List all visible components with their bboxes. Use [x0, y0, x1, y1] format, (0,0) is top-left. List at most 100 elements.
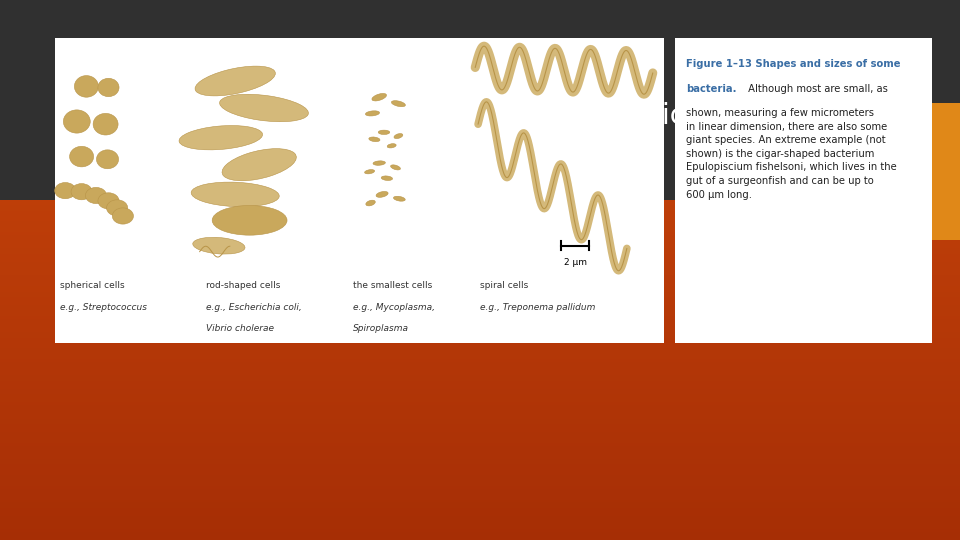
Ellipse shape — [376, 192, 388, 197]
Bar — [0, 240, 960, 243]
Bar — [0, 516, 960, 518]
Bar — [0, 400, 960, 402]
Bar — [0, 310, 960, 313]
Bar — [0, 364, 960, 367]
Bar — [0, 386, 960, 389]
Bar — [0, 221, 960, 224]
Bar — [0, 343, 960, 346]
Bar — [0, 418, 960, 421]
Bar — [675, 38, 932, 343]
Bar — [0, 521, 960, 524]
Bar — [0, 429, 960, 432]
Bar — [0, 105, 960, 108]
Bar — [0, 38, 960, 40]
Bar — [0, 59, 960, 62]
Ellipse shape — [74, 76, 98, 97]
Bar — [0, 5, 960, 8]
Bar — [0, 286, 960, 289]
Text: e.g., Escherichia coli,: e.g., Escherichia coli, — [206, 303, 302, 313]
Bar — [0, 70, 960, 73]
Bar — [0, 132, 960, 135]
Bar — [0, 413, 960, 416]
Ellipse shape — [381, 176, 393, 180]
Bar — [0, 165, 960, 167]
Bar — [0, 302, 960, 305]
Bar — [0, 278, 960, 281]
Bar — [0, 194, 960, 197]
Bar — [0, 389, 960, 392]
Bar — [0, 256, 960, 259]
Bar — [0, 124, 960, 127]
Bar — [0, 202, 960, 205]
Bar — [0, 254, 960, 256]
Bar — [0, 483, 960, 486]
Bar — [0, 319, 960, 321]
Text: rod-shaped cells: rod-shaped cells — [206, 281, 280, 290]
Bar — [0, 443, 960, 445]
Bar — [0, 486, 960, 489]
Bar — [0, 491, 960, 494]
Bar — [0, 324, 960, 327]
Bar — [55, 38, 664, 343]
Ellipse shape — [71, 184, 92, 200]
Ellipse shape — [212, 205, 287, 235]
Bar — [0, 243, 960, 246]
Ellipse shape — [85, 187, 107, 204]
Bar — [0, 300, 960, 302]
Bar — [0, 297, 960, 300]
Bar — [0, 494, 960, 497]
Bar — [0, 205, 960, 208]
Bar — [0, 62, 960, 65]
Bar — [0, 383, 960, 386]
Bar — [0, 462, 960, 464]
Bar — [0, 392, 960, 394]
Bar — [0, 416, 960, 418]
Bar — [0, 159, 960, 162]
Bar — [0, 265, 960, 267]
Bar — [0, 189, 960, 192]
Bar — [0, 505, 960, 508]
Bar — [0, 219, 960, 221]
Text: the smallest cells: the smallest cells — [353, 281, 433, 290]
Bar — [0, 157, 960, 159]
Bar — [0, 526, 960, 529]
Bar — [0, 251, 960, 254]
Bar — [0, 140, 960, 143]
Bar — [0, 451, 960, 454]
Bar — [0, 537, 960, 540]
Bar — [0, 43, 960, 46]
Bar — [0, 227, 960, 229]
Bar — [0, 65, 960, 68]
Bar — [0, 46, 960, 49]
Bar — [0, 3, 960, 5]
Bar — [0, 143, 960, 146]
Bar — [0, 335, 960, 338]
Bar — [0, 100, 960, 103]
Bar — [0, 305, 960, 308]
Bar — [0, 351, 960, 354]
Bar — [0, 348, 960, 351]
Bar — [0, 478, 960, 481]
Bar — [0, 529, 960, 532]
Bar — [0, 273, 960, 275]
Ellipse shape — [373, 161, 385, 165]
Bar — [0, 370, 960, 373]
Bar — [0, 181, 960, 184]
Bar — [0, 502, 960, 505]
Bar — [0, 35, 960, 38]
Bar — [0, 475, 960, 478]
Bar — [0, 170, 960, 173]
Ellipse shape — [378, 130, 390, 134]
Bar — [0, 146, 960, 148]
Bar — [0, 0, 960, 3]
Bar — [0, 238, 960, 240]
Bar — [0, 316, 960, 319]
Bar — [0, 19, 960, 22]
Bar — [0, 162, 960, 165]
Bar — [0, 81, 960, 84]
Bar — [0, 362, 960, 364]
Bar — [0, 373, 960, 375]
Text: Figure 1–13 Shapes and sizes of some: Figure 1–13 Shapes and sizes of some — [686, 59, 900, 70]
Ellipse shape — [191, 182, 279, 207]
Bar — [0, 437, 960, 440]
